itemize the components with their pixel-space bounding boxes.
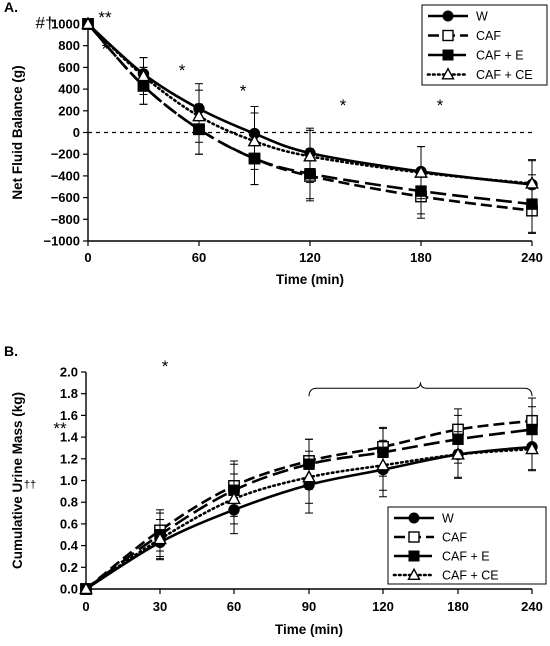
x-tick-label: 60 <box>227 599 241 614</box>
x-tick-label: 120 <box>299 250 321 265</box>
y-tick-label: −800 <box>51 212 80 227</box>
panel-a-net-fluid-balance: A.10008006004002000−200−400−600−800−1000… <box>4 0 548 287</box>
legend-box <box>421 4 548 86</box>
significance-annotation: * <box>102 39 109 58</box>
panel-label: A. <box>4 0 18 15</box>
y-tick-label: 600 <box>58 60 80 75</box>
x-axis-title: Time (min) <box>276 272 344 287</box>
data-point-marker <box>247 133 262 147</box>
legend-entry-label: CAF <box>476 29 501 43</box>
legend-entry-label: W <box>442 512 454 526</box>
series-caf-ce <box>79 427 539 595</box>
x-tick-label: 30 <box>153 599 167 614</box>
y-axis-title: Cumulative Urine Mass (kg) <box>10 392 25 569</box>
y-tick-label: 1000 <box>51 17 80 32</box>
significance-annotation: * <box>179 61 186 80</box>
x-tick-label: 240 <box>521 250 543 265</box>
x-tick-label: 90 <box>302 599 316 614</box>
y-tick-label: −600 <box>51 190 80 205</box>
x-axis-title: Time (min) <box>275 622 343 637</box>
significance-annotation: ** <box>53 419 67 438</box>
data-point-marker <box>414 165 428 178</box>
legend-entry-label: CAF + CE <box>476 68 533 82</box>
legend-marker <box>442 49 454 61</box>
data-point-marker <box>451 447 465 460</box>
y-tick-label: 1.4 <box>60 430 79 445</box>
x-tick-label: 180 <box>410 250 432 265</box>
y-tick-label: 1.8 <box>60 386 78 401</box>
x-tick-label: 0 <box>84 250 91 265</box>
legend-entry-label: CAF + E <box>442 550 490 564</box>
y-tick-label: 0.8 <box>60 495 78 510</box>
significance-annotation: * <box>340 96 347 115</box>
data-point-marker <box>192 108 206 122</box>
legend-marker <box>442 29 454 42</box>
significance-annotation: ** <box>98 8 112 27</box>
legend-marker <box>442 10 454 22</box>
y-tick-label: 1.6 <box>60 408 78 423</box>
legend-marker <box>408 512 420 524</box>
data-point-marker <box>302 469 316 483</box>
y-tick-label: 400 <box>58 82 80 97</box>
legend-entry-label: W <box>476 10 488 24</box>
significance-annotation: * <box>437 96 444 115</box>
legend-entry-label: CAF + CE <box>442 569 499 583</box>
significance-annotation: †† <box>24 479 36 491</box>
y-tick-label: 0.2 <box>60 560 78 575</box>
legend: W CAF CAF + E CAF + CE <box>421 4 548 86</box>
data-point-marker <box>81 16 95 30</box>
legend-marker <box>407 567 421 581</box>
legend-marker <box>408 550 420 562</box>
y-tick-label: −400 <box>51 168 80 183</box>
y-tick-label: 0 <box>73 125 80 140</box>
legend-marker <box>441 67 455 80</box>
y-tick-label: 0.0 <box>60 582 78 597</box>
panel-b-cumulative-urine-mass: B. 0.0 0.2 0.4 0.6 0.8 1.0 1.2 1.4 1.6 1.8 2.0 0 30 60… <box>4 343 547 637</box>
y-tick-label: −200 <box>51 147 80 162</box>
y-tick-label: −1000 <box>43 234 80 249</box>
data-point-marker <box>525 176 539 189</box>
data-point-marker <box>227 491 241 505</box>
x-tick-label: 180 <box>447 599 469 614</box>
data-point-marker <box>153 531 167 545</box>
y-tick-label: 200 <box>58 103 80 118</box>
data-point-marker <box>376 457 390 471</box>
series-caf-ce <box>81 16 539 208</box>
y-tick-label: 2.0 <box>60 365 78 380</box>
legend-entry-label: CAF <box>442 531 467 545</box>
significance-annotation: #† <box>36 13 55 32</box>
y-tick-label: 1.0 <box>60 473 78 488</box>
panel-label: B. <box>4 343 18 359</box>
x-tick-label: 0 <box>82 599 89 614</box>
significance-annotation: * <box>162 357 169 376</box>
data-point-marker <box>136 68 151 82</box>
significance-annotation: * <box>240 82 247 101</box>
y-axis-title: Net Fluid Balance (g) <box>10 65 25 199</box>
data-point-marker <box>79 581 93 595</box>
y-tick-label: 800 <box>58 38 80 53</box>
data-point-marker <box>303 148 317 162</box>
legend-entry-label: CAF + E <box>476 49 524 63</box>
x-tick-label: 240 <box>521 599 543 614</box>
legend-marker <box>408 531 420 543</box>
x-tick-label: 60 <box>192 250 206 265</box>
y-tick-label: 0.4 <box>60 538 79 553</box>
legend: W CAF CAF + E CAF + CE <box>387 506 547 585</box>
significance-bracket <box>308 382 533 397</box>
data-point-marker <box>525 441 539 455</box>
x-tick-label: 120 <box>372 599 394 614</box>
y-tick-label: 1.2 <box>60 451 78 466</box>
y-tick-label: 0.6 <box>60 516 78 531</box>
